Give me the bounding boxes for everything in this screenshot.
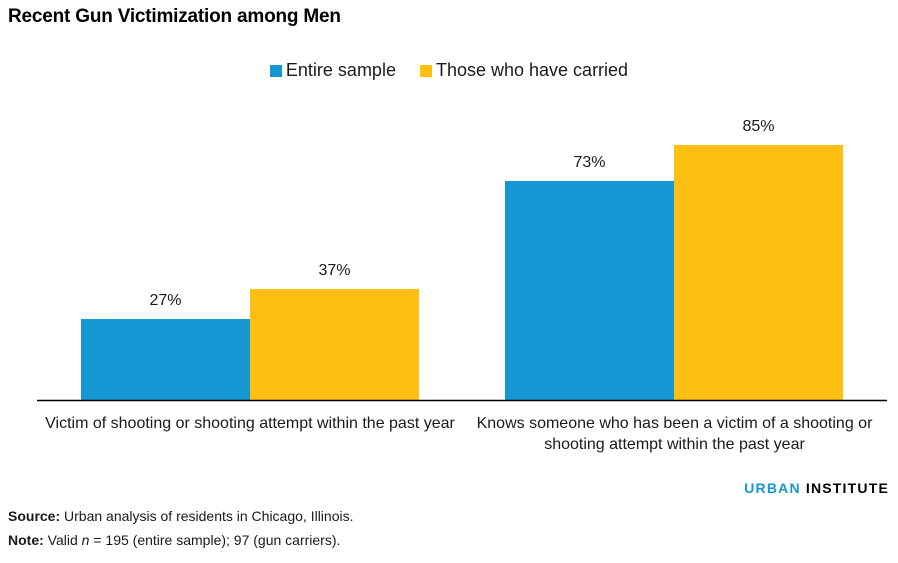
bar-chart: 27% 37% 73% 85% [37, 118, 887, 402]
source-label: Source: [8, 508, 61, 524]
bar-carried-0 [250, 289, 419, 400]
chart-title: Recent Gun Victimization among Men [8, 6, 341, 27]
note-n: n [81, 532, 90, 548]
category-label-victim: Victim of shooting or shooting attempt w… [45, 415, 455, 432]
brand-urban: URBAN [744, 480, 801, 496]
legend-item-carried: Those who have carried [419, 60, 629, 81]
legend-item-entire-sample: Entire sample [269, 60, 396, 81]
data-label-carried-0: 37% [318, 262, 350, 279]
data-label-entire-sample-0: 27% [149, 292, 181, 309]
bar-entire-sample-1 [505, 181, 674, 400]
note-text: = 195 (entire sample); 97 (gun carriers)… [93, 532, 341, 548]
urban-institute-logo: URBAN INSTITUTE [744, 480, 889, 496]
legend-label-entire-sample: Entire sample [285, 60, 396, 80]
sample-note: Note: Valid n = 195 (entire sample); 97 … [8, 532, 340, 548]
data-label-entire-sample-1: 73% [573, 154, 605, 171]
note-pre: Valid [47, 532, 78, 548]
note-label: Note: [8, 532, 44, 548]
data-label-carried-1: 85% [742, 118, 774, 135]
source-text: Urban analysis of residents in Chicago, … [64, 508, 354, 524]
bar-carried-1 [674, 145, 843, 400]
legend: Entire sample Those who have carried [0, 60, 898, 81]
legend-label-carried: Those who have carried [435, 60, 629, 80]
source-note: Source: Urban analysis of residents in C… [8, 508, 354, 524]
legend-swatch-carried [419, 64, 432, 77]
brand-institute: INSTITUTE [805, 480, 889, 496]
bar-entire-sample-0 [81, 319, 250, 400]
legend-swatch-entire-sample [269, 64, 282, 77]
category-label-knows-victim: Knows someone who has been a victim of a… [476, 415, 873, 453]
